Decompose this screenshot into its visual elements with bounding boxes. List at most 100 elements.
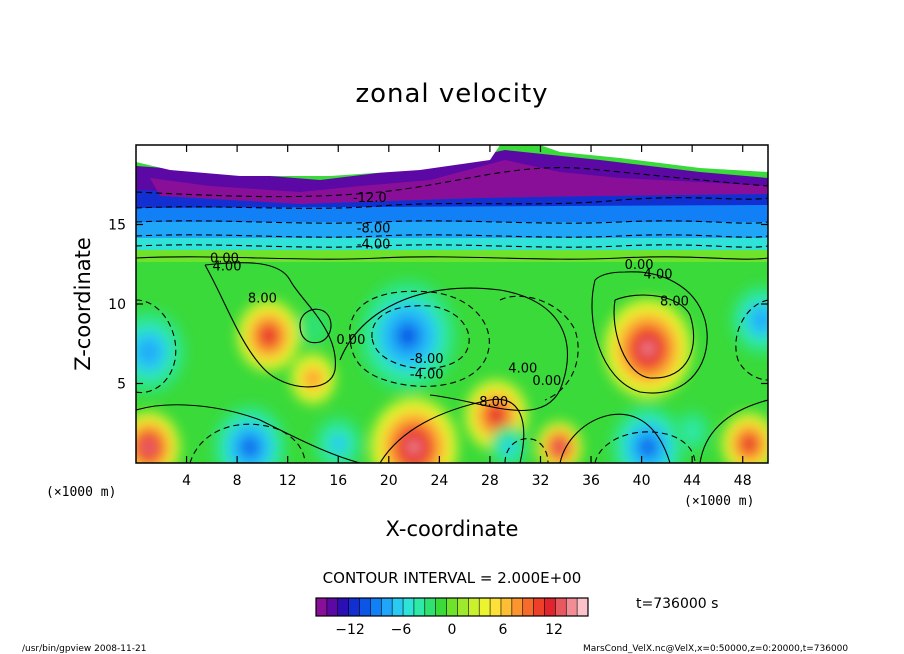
colorbar-swatch <box>337 598 350 616</box>
colorbar-swatch <box>577 598 589 616</box>
contour-label: 8.00 <box>479 395 508 410</box>
y-tick-label: 15 <box>108 218 126 234</box>
colorbar-swatch <box>413 598 426 616</box>
contour-label-layer: -12.0-8.00-4.000.004.008.000.00-8.00-4.0… <box>210 191 689 410</box>
contour-label: 0.00 <box>336 333 365 348</box>
contour-line <box>189 423 306 463</box>
contour-line <box>136 167 768 198</box>
contour-label: 4.00 <box>508 361 537 376</box>
colorbar-swatch <box>544 598 556 616</box>
velocity-field: -12.0-8.00-4.000.004.008.000.00-8.00-4.0… <box>136 145 768 463</box>
x-unit-right: (×1000 m) <box>684 494 754 509</box>
colorbar-swatch <box>468 598 480 616</box>
extremum-blob <box>682 420 702 442</box>
colorbar-swatch <box>424 598 437 616</box>
x-tick-label: 16 <box>329 473 347 489</box>
colorbar-swatch <box>500 598 513 616</box>
contour-line <box>613 294 695 379</box>
colorbar-tick-label: −12 <box>335 622 365 638</box>
x-tick-label: 24 <box>430 473 448 489</box>
chart-title: zonal velocity <box>355 79 548 109</box>
colorbar-swatch <box>566 598 578 616</box>
colorbar-swatch <box>511 598 524 616</box>
contour-label: -8.00 <box>357 221 391 236</box>
upper-layer-bands <box>136 145 768 262</box>
colorbar-frame <box>315 597 589 617</box>
colorbar-swatch <box>479 598 491 616</box>
extremum-blob <box>490 409 502 422</box>
contour-line <box>136 256 768 260</box>
colorbar-tick-label: 0 <box>448 622 457 638</box>
colorbar-swatch <box>457 598 469 616</box>
extremum-blob <box>307 372 319 386</box>
colorbar-swatch <box>435 598 448 616</box>
x-tick-label: 40 <box>633 473 651 489</box>
extremum-blob <box>502 439 516 455</box>
contour-line <box>699 399 768 463</box>
contour-line <box>136 404 361 463</box>
contour-line <box>735 299 768 381</box>
colorbar-swatch <box>359 598 371 616</box>
x-tick-label: 36 <box>582 473 600 489</box>
colorbar-swatch <box>392 598 404 616</box>
extremum-blob <box>397 324 418 348</box>
contour-label: 0.00 <box>625 258 654 273</box>
x-axis-label: X-coordinate <box>386 517 519 541</box>
x-tick-label: 8 <box>233 473 242 489</box>
contour-label: -12.0 <box>353 191 387 206</box>
extremum-blob <box>556 443 563 451</box>
x-tick-label: 48 <box>734 473 752 489</box>
y-tick-label: 10 <box>108 297 126 313</box>
x-axis: 4 8 12 16 20 24 28 32 36 40 44 48 <box>182 145 752 489</box>
x-tick-label: 20 <box>380 473 398 489</box>
extremum-blob <box>641 341 655 356</box>
extremum-blob <box>329 434 347 454</box>
time-label: t=736000 s <box>636 596 718 612</box>
extremum-blob <box>242 438 258 456</box>
contour-line <box>136 197 768 209</box>
extremum-blob <box>753 310 768 329</box>
footer-right: MarsCond_VelX.nc@VelX,x=0:50000,z=0:2000… <box>583 644 848 654</box>
colorbar-tick-label: −6 <box>391 622 412 638</box>
colorbar-tick-label: 12 <box>545 622 563 638</box>
contour-label: 8.00 <box>660 295 689 310</box>
contour-line <box>504 438 549 463</box>
colorbar-swatch <box>348 598 361 616</box>
extremum-blob <box>139 340 159 363</box>
contour-label: -8.00 <box>410 352 444 367</box>
contour-label: 0.00 <box>532 374 561 389</box>
colorbar <box>315 598 589 616</box>
x-unit-left: (×1000 m) <box>46 485 116 500</box>
colorbar-swatch <box>326 598 339 616</box>
colorbar-swatch <box>555 598 567 616</box>
contour-label: 8.00 <box>248 291 277 306</box>
top-blank-right <box>540 145 768 172</box>
contour-line <box>591 271 708 394</box>
y-axis-label: Z-coordinate <box>71 237 95 371</box>
colorbar-swatch <box>403 598 415 616</box>
colorbar-swatch <box>533 598 545 616</box>
contour-line <box>559 413 671 463</box>
contour-label: 4.00 <box>644 268 673 283</box>
contour-line <box>371 305 470 369</box>
colorbar-tick-label: 6 <box>499 622 508 638</box>
extremum-blob <box>263 329 274 342</box>
x-tick-label: 28 <box>481 473 499 489</box>
extremum-blob <box>640 438 656 456</box>
contour-line <box>499 295 579 401</box>
extremum-blob <box>297 310 329 346</box>
band-violet <box>150 160 768 204</box>
contour-label: -4.00 <box>357 237 391 252</box>
colorbar-swatch <box>370 598 382 616</box>
contour-line <box>339 287 569 412</box>
contour-label: -4.00 <box>410 368 444 383</box>
contour-line <box>136 234 768 238</box>
velocity-extrema <box>136 278 768 463</box>
x-tick-label: 12 <box>279 473 297 489</box>
contour-label: 0.00 <box>210 252 239 267</box>
colorbar-swatch <box>381 598 393 616</box>
contour-line <box>379 398 525 463</box>
y-axis: 5 10 15 <box>108 218 768 393</box>
contour-line <box>136 244 768 248</box>
